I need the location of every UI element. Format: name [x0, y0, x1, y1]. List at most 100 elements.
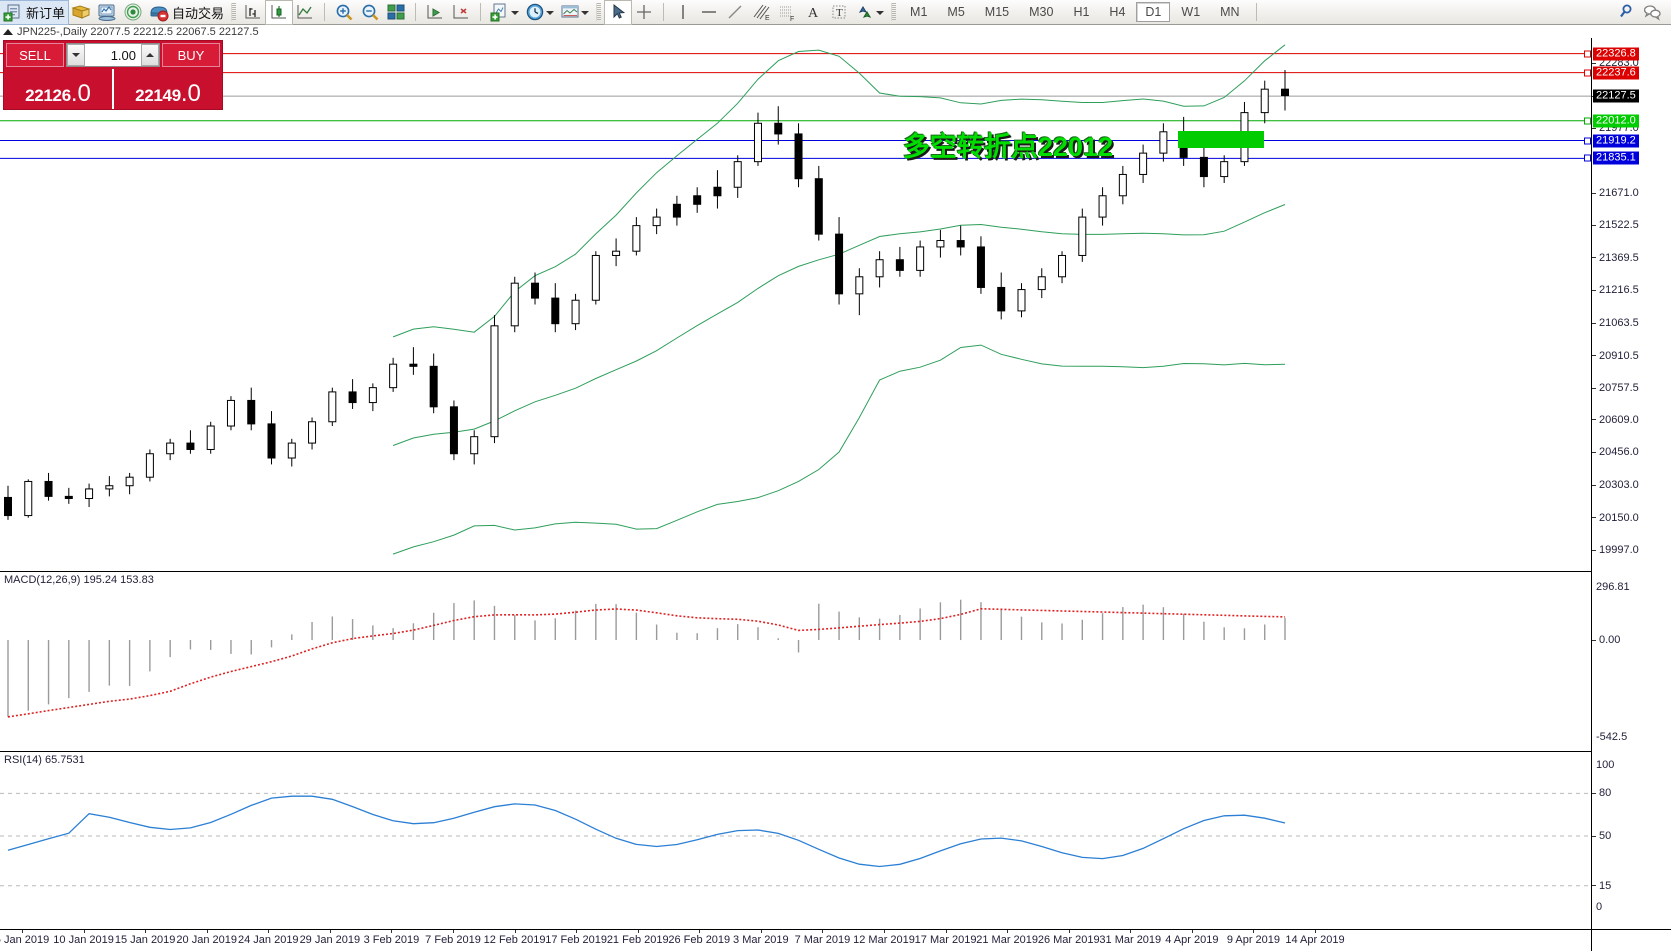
fibonacci-button[interactable]: F: [774, 1, 800, 24]
price-tick: 20757.5: [1592, 382, 1639, 394]
zoom-out-button[interactable]: [357, 1, 383, 24]
timeframe-m5[interactable]: M5: [947, 5, 965, 19]
volume-increase-icon[interactable]: [141, 44, 159, 66]
timeframe-m30[interactable]: M30: [1029, 5, 1054, 19]
crosshair-button[interactable]: [631, 1, 657, 24]
annotation-rectangle[interactable]: [1178, 131, 1264, 148]
time-tick-label: 10 Jan 2019: [53, 934, 114, 946]
price-tag[interactable]: 22326.8: [1593, 47, 1639, 61]
chart-window[interactable]: JPN225-,Daily 22077.5 22212.5 22067.5 22…: [0, 25, 1671, 951]
macd-tick: 296.81: [1596, 581, 1630, 593]
vertical-line-button[interactable]: [670, 1, 696, 24]
zoom-in-button[interactable]: [331, 1, 357, 24]
terminal-button[interactable]: [94, 1, 120, 24]
signals-button[interactable]: [120, 1, 146, 24]
rsi-axis[interactable]: 100 80 50 15 0: [1591, 751, 1671, 929]
timeframe-h4[interactable]: H4: [1109, 5, 1126, 19]
time-tick-mark: [453, 930, 454, 933]
chat-button[interactable]: [1639, 1, 1665, 24]
folder-button[interactable]: [68, 1, 94, 24]
search-button[interactable]: [1613, 1, 1639, 24]
octp-prices: 22126 .0 22149 .0: [4, 69, 222, 109]
volume-stepper[interactable]: 1.00: [66, 43, 160, 67]
bid-price[interactable]: 22126 .0: [4, 69, 112, 109]
price-tag[interactable]: 22237.6: [1593, 66, 1639, 80]
chart-shift-button[interactable]: [448, 1, 474, 24]
candlestick-chart-button[interactable]: [265, 0, 294, 25]
auto-trading-button[interactable]: 自动交易: [146, 1, 227, 24]
templates-dropdown-arrow[interactable]: [580, 2, 590, 22]
auto-scroll-button[interactable]: [422, 1, 448, 24]
arrows-dropdown-arrow[interactable]: [875, 2, 885, 22]
price-tag[interactable]: 22012.0: [1593, 114, 1639, 128]
buy-button[interactable]: BUY: [162, 43, 220, 67]
price-pane[interactable]: 22283.022127.521977.021671.021522.521369…: [0, 38, 1671, 588]
time-tick-label: 24 Jan 2019: [238, 934, 299, 946]
price-tag[interactable]: 21835.1: [1593, 151, 1639, 165]
macd-pane[interactable]: MACD(12,26,9) 195.24 153.83 296.81 0.00 -5…: [0, 571, 1671, 751]
tile-windows-button[interactable]: [383, 1, 409, 24]
svg-text:E: E: [765, 15, 770, 22]
price-tag[interactable]: 22127.5: [1593, 89, 1639, 103]
new-order-label: 新订单: [26, 5, 66, 21]
price-tick: 20609.0: [1592, 414, 1639, 426]
sell-button[interactable]: SELL: [6, 43, 64, 67]
macd-axis[interactable]: 296.81 0.00 -542.5: [1591, 571, 1671, 751]
time-axis[interactable]: 5 Jan 2019 10 Jan 2019 15 Jan 2019 20 Jan 2…: [0, 929, 1591, 951]
timeframe-w1[interactable]: W1: [1181, 5, 1201, 19]
timeframe-h1[interactable]: H1: [1073, 5, 1090, 19]
level-handle[interactable]: [1584, 50, 1591, 58]
horizontal-line-button[interactable]: [696, 1, 722, 24]
volume-value[interactable]: 1.00: [110, 47, 136, 63]
new-order-icon: [3, 2, 23, 22]
templates-button[interactable]: [557, 1, 592, 24]
timeframe-mn[interactable]: MN: [1220, 5, 1240, 19]
volume-decrease-icon[interactable]: [67, 44, 85, 66]
toolbar-separator: [231, 3, 237, 21]
indicators-button[interactable]: [487, 1, 522, 24]
period-button[interactable]: [522, 1, 557, 24]
level-handle[interactable]: [1584, 117, 1591, 125]
time-tick-mark: [1191, 930, 1193, 933]
cursor-button[interactable]: [604, 0, 633, 25]
text-label-button[interactable]: T: [826, 1, 852, 24]
time-tick-mark: [1068, 930, 1070, 933]
bar-chart-button[interactable]: [240, 1, 266, 24]
timeframe-d1[interactable]: D1: [1136, 2, 1171, 22]
level-handle[interactable]: [1584, 69, 1591, 77]
tile-windows-icon: [386, 2, 406, 22]
timeframe-m15[interactable]: M15: [984, 5, 1010, 19]
expert-advisor-icon: [149, 2, 169, 22]
bid-price-fraction: .0: [70, 80, 91, 108]
text-button[interactable]: A: [800, 1, 826, 24]
arrows-button[interactable]: [852, 1, 887, 24]
trendline-button[interactable]: [722, 1, 748, 24]
new-order-button[interactable]: 新订单: [0, 0, 70, 25]
svg-text:T: T: [836, 7, 843, 19]
time-tick-label: 7 Mar 2019: [794, 934, 851, 946]
price-tag[interactable]: 21919.2: [1593, 134, 1639, 147]
period-dropdown-arrow[interactable]: [545, 2, 555, 22]
rsi-pane[interactable]: RSI(14) 65.7531 100 80 50 15 0: [0, 751, 1671, 929]
one-click-trading-panel[interactable]: SELL 1.00 BUY 22126 .0 22149 .0: [3, 40, 223, 110]
auto-scroll-icon: [425, 2, 445, 22]
rsi-tick: 80: [1592, 787, 1611, 799]
rsi-tick: 0: [1596, 901, 1603, 913]
line-chart-button[interactable]: [292, 1, 318, 24]
price-tick: 21216.5: [1592, 284, 1639, 296]
toolbar-separator-2: [596, 3, 602, 21]
level-handle[interactable]: [1584, 154, 1591, 162]
fibonacci-icon: F: [777, 2, 797, 22]
time-tick-mark: [329, 930, 331, 933]
axis-corner: [1591, 929, 1671, 951]
level-handle[interactable]: [1584, 137, 1591, 144]
macd-tick: 0.00: [1592, 634, 1620, 646]
octp-controls: SELL 1.00 BUY: [4, 41, 222, 69]
indicators-dropdown-arrow[interactable]: [510, 2, 520, 22]
signals-icon: [123, 2, 143, 22]
chart-expand-icon[interactable]: [3, 28, 13, 35]
ask-price[interactable]: 22149 .0: [112, 69, 222, 109]
timeframe-m1[interactable]: M1: [910, 5, 928, 19]
equidistant-channel-button[interactable]: E: [748, 1, 774, 24]
chart-annotation-text[interactable]: 多空转折点22012: [903, 132, 1114, 162]
